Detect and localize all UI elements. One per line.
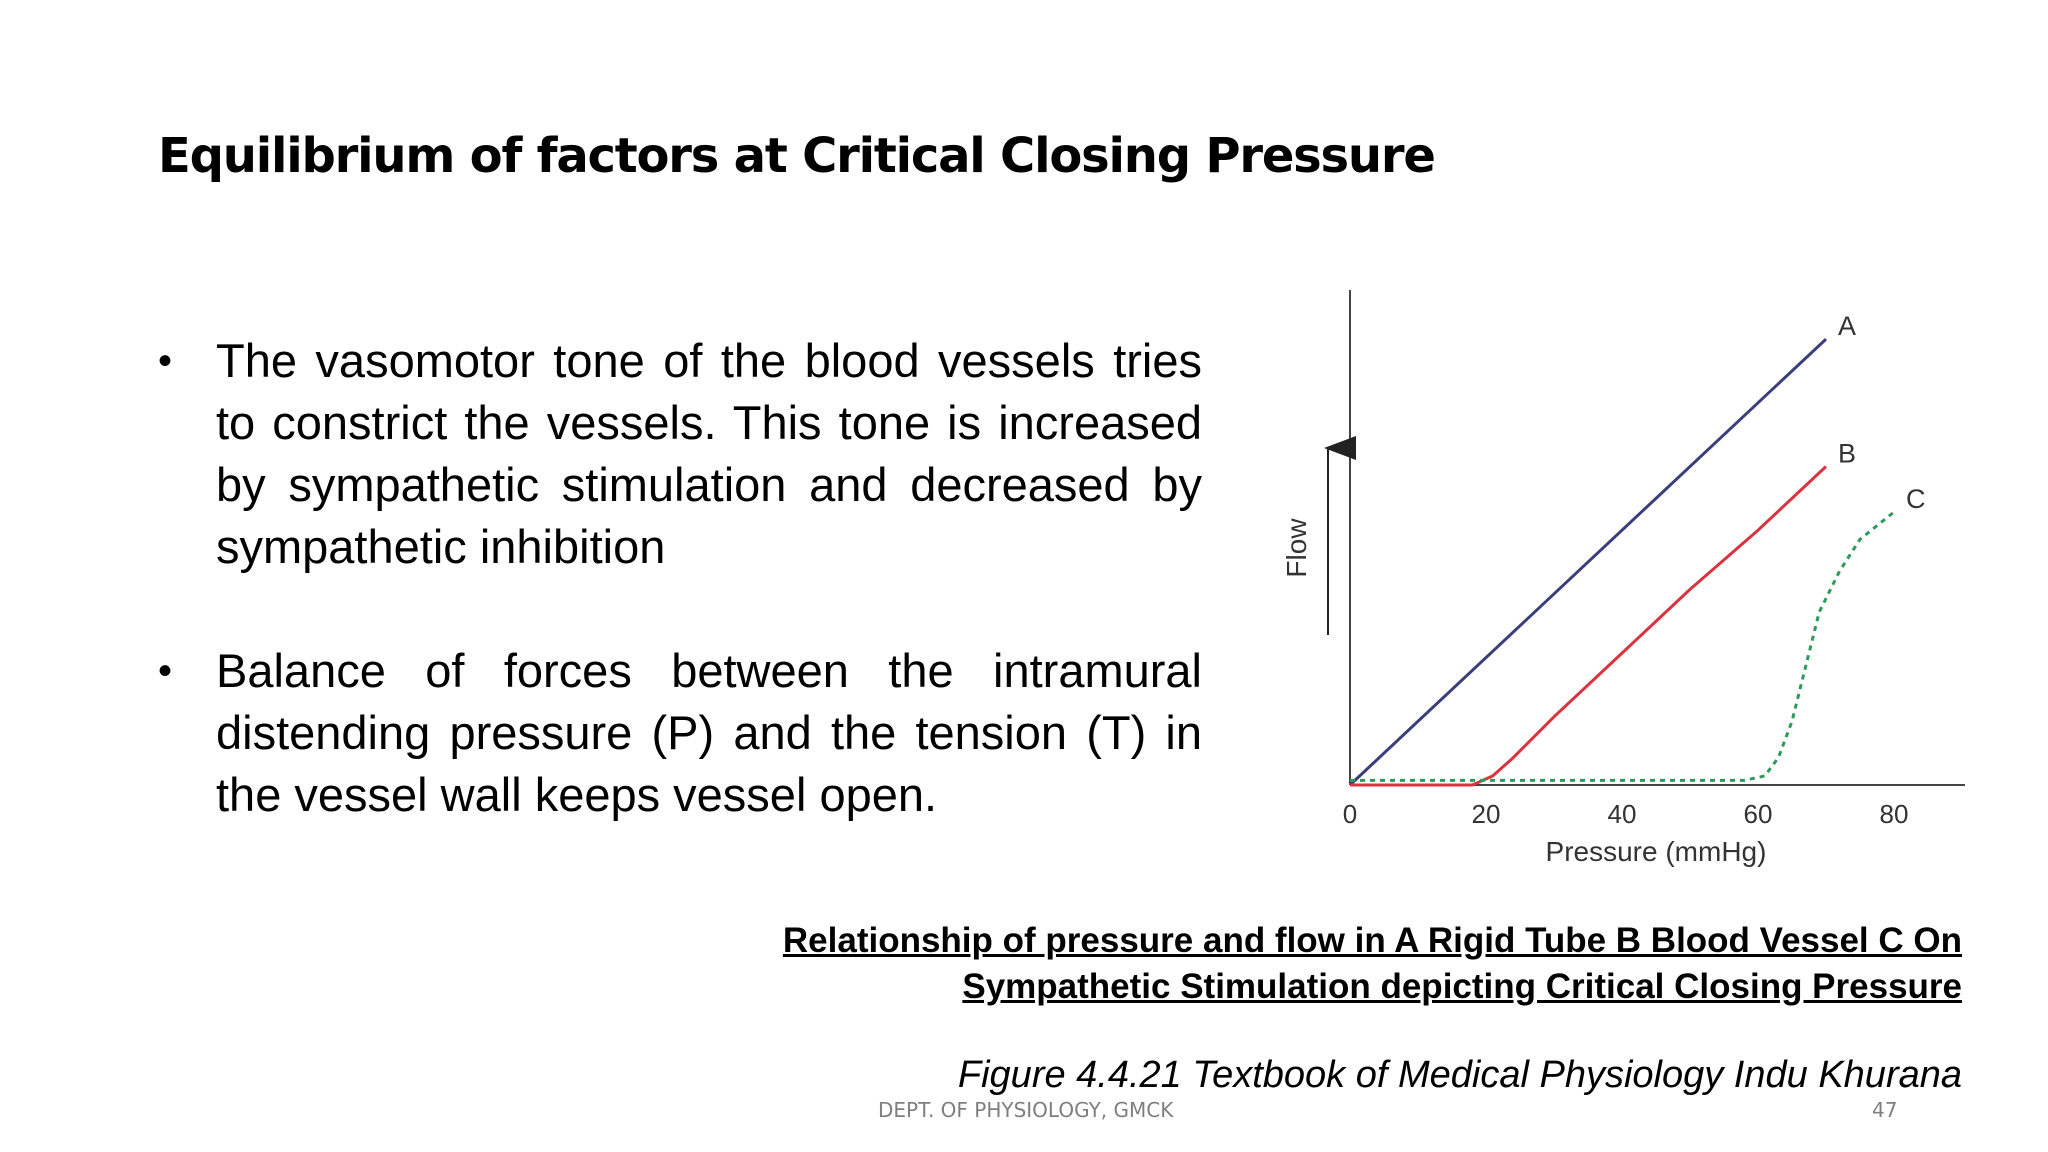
chart-labels: Flow Pressure (mmHg) A B C bbox=[1281, 311, 1926, 867]
pressure-flow-chart: 0 20 40 60 80 Flow Pressure (mmHg) A B C bbox=[1281, 290, 1965, 867]
x-tick-label: 40 bbox=[1608, 799, 1637, 829]
chart-series bbox=[1348, 338, 1895, 787]
x-tick-label: 60 bbox=[1744, 799, 1773, 829]
x-tick-label: 0 bbox=[1343, 799, 1357, 829]
page-number: 47 bbox=[1872, 1098, 1898, 1122]
series-label-a: A bbox=[1838, 311, 1856, 341]
x-axis-label: Pressure (mmHg) bbox=[1546, 836, 1767, 867]
x-axis-ticks: 0 20 40 60 80 bbox=[1343, 799, 1909, 829]
series-line-b bbox=[1350, 465, 1828, 787]
bullet-balance-of-forces: • Balance of forces between the intramur… bbox=[152, 640, 1202, 826]
series-label-c: C bbox=[1906, 484, 1926, 514]
series-label-b: B bbox=[1838, 439, 1856, 469]
x-tick-label: 80 bbox=[1880, 799, 1909, 829]
bullet-text: Balance of forces between the intramural… bbox=[216, 644, 1202, 821]
slide-title: Equilibrium of factors at Critical Closi… bbox=[158, 128, 1436, 184]
y-axis-label: Flow bbox=[1281, 518, 1312, 578]
x-tick-label: 20 bbox=[1472, 799, 1501, 829]
chart-axes bbox=[1324, 290, 1965, 786]
bullet-text: The vasomotor tone of the blood vessels … bbox=[216, 334, 1202, 573]
figure-source: Figure 4.4.21 Textbook of Medical Physio… bbox=[957, 1054, 1962, 1096]
bullet-dot-icon: • bbox=[158, 339, 173, 383]
series-line-c bbox=[1350, 510, 1895, 782]
bullet-dot-icon: • bbox=[158, 649, 173, 693]
footer-department: DEPT. OF PHYSIOLOGY, GMCK bbox=[878, 1098, 1174, 1122]
bullet-vasomotor-tone: • The vasomotor tone of the blood vessel… bbox=[152, 330, 1202, 578]
figure-caption: Relationship of pressure and flow in A R… bbox=[782, 921, 1962, 1006]
bullet-list: • The vasomotor tone of the blood vessel… bbox=[152, 330, 1202, 888]
series-line-a bbox=[1348, 338, 1828, 787]
